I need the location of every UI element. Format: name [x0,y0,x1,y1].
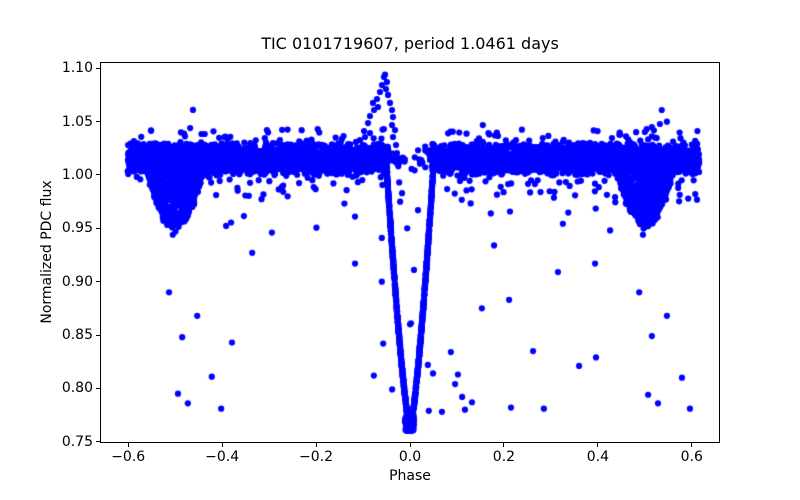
chart-title: TIC 0101719607, period 1.0461 days [261,34,559,53]
y-tick-label: 1.05 [61,113,93,130]
x-tick-label: −0.6 [111,449,146,465]
y-tick-label: 1.10 [61,60,93,77]
y-axis-label: Normalized PDC flux [39,180,55,324]
y-tick-label: 0.85 [61,327,93,344]
plot-area [100,62,720,443]
y-tick-label: 1.00 [61,166,93,183]
x-tick-mark [409,443,411,447]
y-tick-mark [96,174,100,176]
y-tick-label: 0.95 [61,220,93,237]
y-tick-mark [96,334,100,336]
x-axis-label: Phase [389,468,431,484]
y-tick-label: 0.75 [61,433,93,450]
y-tick-mark [96,227,100,229]
x-tick-label: −0.2 [299,449,334,465]
x-tick-mark [315,443,317,447]
x-tick-mark [127,443,129,447]
x-tick-label: 0.6 [680,449,703,465]
x-tick-mark [221,443,223,447]
x-tick-label: −0.4 [205,449,240,465]
y-tick-mark [96,441,100,443]
x-tick-mark [691,443,693,447]
y-tick-mark [96,281,100,283]
y-tick-mark [96,121,100,123]
y-tick-label: 0.90 [61,273,93,290]
x-tick-mark [597,443,599,447]
x-tick-label: 0.0 [398,449,422,465]
y-tick-mark [96,67,100,69]
x-tick-label: 0.2 [492,449,516,465]
x-tick-label: 0.4 [586,449,610,465]
x-tick-mark [503,443,505,447]
y-tick-label: 0.80 [61,380,93,397]
y-tick-mark [96,387,100,389]
